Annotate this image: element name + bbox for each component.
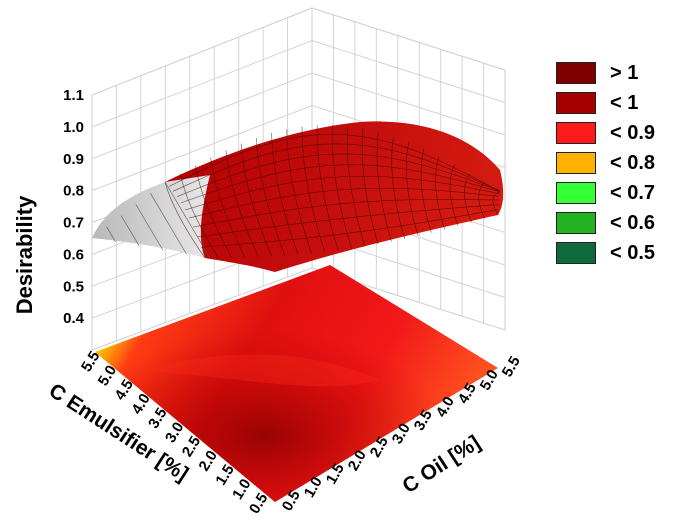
legend-label: < 0.5 xyxy=(610,241,656,264)
legend-swatch xyxy=(556,182,596,204)
mesh-line xyxy=(168,133,500,192)
wall-gridline xyxy=(91,39,506,128)
mesh-line xyxy=(188,187,499,219)
y-axis-title: C Oil [%] xyxy=(399,431,485,498)
mesh-line xyxy=(106,226,116,243)
mesh-line xyxy=(179,173,219,258)
legend-swatch xyxy=(556,62,596,84)
legend-item: < 1 xyxy=(556,88,655,118)
mesh-line xyxy=(150,193,187,255)
legend-swatch xyxy=(556,92,596,114)
mesh-line xyxy=(376,131,392,242)
mesh-line xyxy=(120,215,140,247)
z-axis-title: Desirability xyxy=(12,195,37,314)
legend-item: > 1 xyxy=(556,58,655,88)
wall-gridline xyxy=(91,72,506,160)
mesh-line xyxy=(164,181,206,259)
legend-label: < 1 xyxy=(610,91,639,114)
wall-gridline xyxy=(91,7,506,96)
mesh-line xyxy=(184,175,500,211)
floor-contour-map xyxy=(95,265,498,502)
mesh-line xyxy=(135,204,164,251)
z-tick-label: 1.0 xyxy=(63,119,84,136)
legend-label: < 0.9 xyxy=(610,121,656,144)
z-tick-label: 1.1 xyxy=(63,87,84,104)
mesh-line xyxy=(164,181,211,259)
legend-swatch xyxy=(556,242,596,264)
legend-item: < 0.8 xyxy=(556,148,655,178)
legend-swatch xyxy=(556,212,596,234)
surface-mesh xyxy=(106,124,501,259)
y-tick-label: 5.5 xyxy=(499,353,524,380)
legend-label: < 0.8 xyxy=(610,151,656,174)
legend-item: < 0.7 xyxy=(556,178,655,208)
mesh-line xyxy=(361,128,379,245)
mesh-line xyxy=(180,164,500,204)
mesh-line xyxy=(192,199,499,228)
mesh-line xyxy=(196,204,499,238)
legend-item: < 0.5 xyxy=(556,238,655,268)
z-tick-label: 0.5 xyxy=(63,278,84,295)
legend-label: < 0.6 xyxy=(610,211,656,234)
z-tick-label: 0.9 xyxy=(63,151,84,168)
mesh-line xyxy=(406,142,419,236)
mesh-line xyxy=(200,209,499,248)
surface-grey-part xyxy=(92,175,210,258)
mesh-line xyxy=(210,157,246,258)
legend-label: > 1 xyxy=(610,61,639,84)
legend-item: < 0.6 xyxy=(556,208,655,238)
mesh-line xyxy=(492,191,501,216)
legend-item: < 0.9 xyxy=(556,118,655,148)
legend-label: < 0.7 xyxy=(610,181,656,204)
response-surface xyxy=(92,121,504,272)
surface-red-part xyxy=(165,121,504,272)
z-tick-label: 0.6 xyxy=(63,246,84,263)
z-axis-ticks: 0.4 0.5 0.6 0.7 0.8 0.9 1.0 1.1 xyxy=(63,87,85,327)
legend: > 1 < 1 < 0.9 < 0.8 < 0.7 < 0.6 < 0.5 xyxy=(556,58,655,268)
z-tick-label: 0.8 xyxy=(63,183,84,200)
legend-swatch xyxy=(556,122,596,144)
legend-swatch xyxy=(556,152,596,174)
mesh-line xyxy=(172,143,500,192)
mesh-line xyxy=(435,156,446,230)
mesh-line xyxy=(391,136,406,239)
mesh-line xyxy=(225,150,259,257)
mesh-line xyxy=(195,165,232,258)
z-tick-label: 0.4 xyxy=(63,310,85,327)
z-tick-label: 0.7 xyxy=(63,215,84,232)
mesh-line xyxy=(240,143,272,257)
mesh-line xyxy=(420,149,432,233)
mesh-line xyxy=(176,153,500,197)
